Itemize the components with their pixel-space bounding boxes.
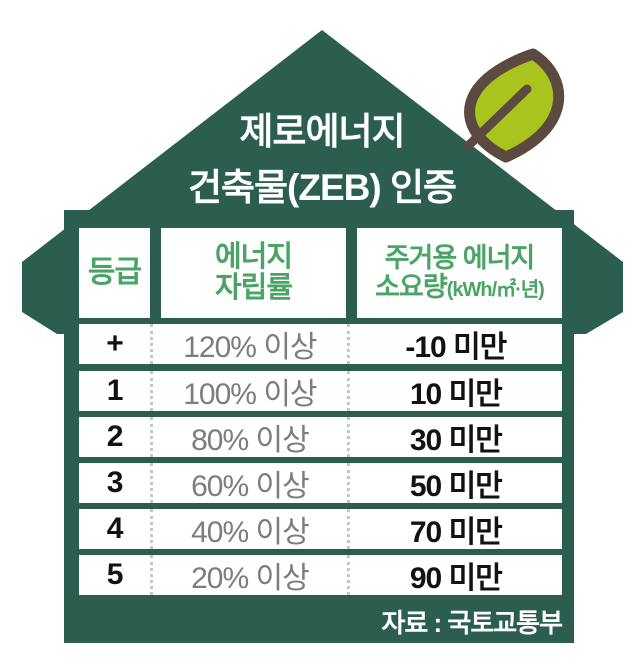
header-independence-line1: 에너지 [214, 240, 293, 273]
header-consumption-line2: 소요량(kWh/㎡·년) [375, 272, 545, 302]
grade-value: 5 [106, 558, 124, 591]
grade-value: 4 [106, 512, 124, 545]
independence-value: 120% 이상 [150, 324, 347, 364]
independence-value: 100% 이상 [150, 371, 347, 411]
table-row: + 120% 이상 -10 미만 [79, 324, 562, 364]
table-row: 2 80% 이상 30 미만 [79, 417, 562, 457]
consumption-value: 50 미만 [346, 463, 562, 503]
independence-value: 40% 이상 [150, 509, 347, 549]
header-consumption-line1: 주거용 에너지 [384, 242, 536, 273]
header-grade: 등급 [79, 228, 150, 318]
header-grade-label: 등급 [87, 255, 142, 289]
source-credit: 자료 : 국토교통부 [381, 607, 563, 638]
header-consumption-unit: (kWh/㎡·년) [446, 279, 545, 301]
leaf-icon [463, 48, 565, 163]
grade-value: 2 [106, 420, 124, 453]
infographic-title-line2: 건축물(ZEB) 인증 [187, 167, 457, 208]
grade-value: + [106, 327, 124, 360]
table-row: 1 100% 이상 10 미만 [79, 371, 562, 411]
grade-value: 1 [106, 374, 124, 407]
table-row: 3 60% 이상 50 미만 [79, 463, 562, 503]
header-consumption-line2-main: 소요량 [375, 272, 448, 302]
header-energy-consumption: 주거용 에너지 소요량(kWh/㎡·년) [357, 228, 562, 318]
consumption-value: 90 미만 [346, 555, 562, 595]
consumption-value: 70 미만 [346, 509, 562, 549]
table-row: 4 40% 이상 70 미만 [79, 509, 562, 549]
header-energy-independence: 에너지 자립률 [161, 228, 346, 318]
independence-value: 20% 이상 [150, 555, 347, 595]
consumption-value: 30 미만 [346, 417, 562, 457]
header-independence-line2: 자립률 [214, 272, 293, 304]
table-row: 5 20% 이상 90 미만 [79, 555, 562, 595]
grade-value: 3 [106, 466, 124, 499]
independence-value: 80% 이상 [150, 417, 347, 457]
consumption-value: 10 미만 [346, 371, 562, 411]
infographic-title-line1: 제로에너지 [239, 111, 405, 152]
independence-value: 60% 이상 [150, 463, 347, 503]
consumption-value: -10 미만 [346, 324, 562, 364]
